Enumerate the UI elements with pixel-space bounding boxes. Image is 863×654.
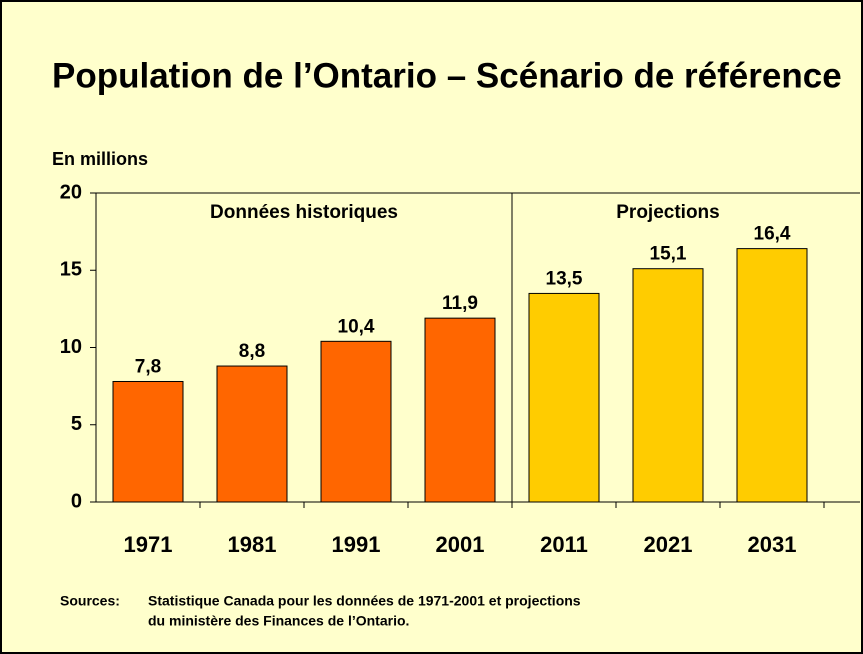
- x-tick-label: 2021: [644, 532, 693, 557]
- bar: [528, 292, 600, 503]
- data-label: 15,1: [650, 244, 687, 265]
- annotation: Projections: [616, 202, 719, 223]
- y-tick-label: 10: [60, 336, 82, 358]
- data-label: 10,4: [338, 316, 375, 337]
- data-label: 16,4: [754, 224, 791, 245]
- y-tick-label: 0: [71, 490, 82, 512]
- y-tick-label: 5: [71, 413, 82, 435]
- x-tick-label: 1991: [332, 532, 381, 557]
- annotation: Données historiques: [210, 202, 398, 223]
- x-tick-label: 1971: [124, 532, 173, 557]
- x-tick-label: 2011: [540, 532, 588, 557]
- bar: [632, 268, 704, 503]
- data-label: 13,5: [546, 268, 583, 289]
- y-tick-label: 15: [60, 259, 82, 281]
- bar: [112, 380, 184, 503]
- x-tick-label: 1981: [228, 532, 277, 557]
- y-tick-label: 20: [60, 181, 82, 203]
- chart-title: Population de l’Ontario – Scénario de ré…: [52, 56, 842, 95]
- source-line: du ministère des Finances de l’Ontario.: [148, 613, 409, 629]
- data-label: 8,8: [239, 341, 265, 362]
- y-axis-label: En millions: [52, 149, 148, 169]
- bar: [216, 365, 288, 503]
- bar: [736, 248, 808, 503]
- x-tick-label: 2001: [436, 532, 485, 557]
- data-label: 11,9: [442, 293, 478, 314]
- source-label: Sources:: [60, 593, 120, 609]
- bar: [424, 317, 496, 503]
- x-tick-label: 2031: [748, 532, 797, 557]
- bar: [320, 340, 392, 503]
- data-label: 7,8: [135, 357, 161, 378]
- source-line: Statistique Canada pour les données de 1…: [148, 593, 581, 609]
